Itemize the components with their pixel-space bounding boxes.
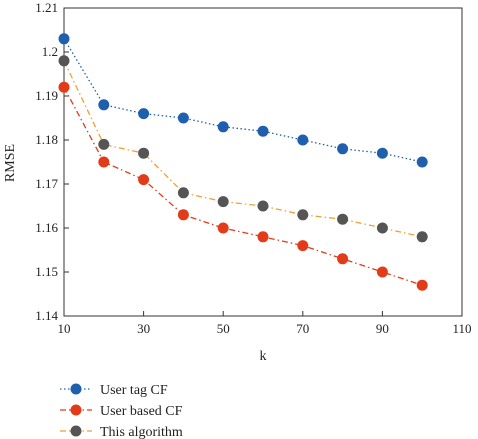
legend-item: User based CF bbox=[60, 404, 183, 419]
data-point bbox=[337, 253, 349, 265]
y-tick-label: 1.15 bbox=[35, 264, 58, 279]
y-tick-label: 1.2 bbox=[42, 44, 58, 59]
data-point bbox=[376, 147, 388, 159]
data-point bbox=[376, 222, 388, 234]
y-tick-label: 1.17 bbox=[35, 176, 58, 191]
x-tick-label: 70 bbox=[296, 321, 309, 336]
y-tick-label: 1.19 bbox=[35, 88, 58, 103]
legend-item: This algorithm bbox=[60, 425, 183, 439]
data-point bbox=[337, 143, 349, 155]
y-tick-label: 1.21 bbox=[35, 0, 58, 15]
y-tick-label: 1.14 bbox=[35, 308, 58, 323]
y-tick-label: 1.18 bbox=[35, 132, 58, 147]
data-point bbox=[177, 112, 189, 124]
data-point bbox=[138, 108, 150, 120]
data-point bbox=[297, 240, 309, 252]
legend-item: User tag CF bbox=[60, 383, 168, 398]
data-point bbox=[177, 187, 189, 199]
data-point bbox=[177, 209, 189, 221]
data-point bbox=[297, 209, 309, 221]
series-1 bbox=[58, 81, 428, 291]
y-axis-label: RMSE bbox=[3, 144, 18, 182]
plot-frame bbox=[63, 7, 463, 317]
data-point bbox=[58, 55, 70, 67]
data-point bbox=[416, 231, 428, 243]
x-axis-ticks: 10 30 50 70 90 110 bbox=[58, 311, 472, 336]
data-point bbox=[257, 231, 269, 243]
series-line bbox=[63, 86, 423, 286]
data-point bbox=[58, 81, 70, 93]
legend-marker bbox=[70, 383, 82, 395]
data-point bbox=[98, 99, 110, 111]
x-tick-label: 50 bbox=[217, 321, 230, 336]
x-tick-label: 30 bbox=[137, 321, 150, 336]
data-point bbox=[376, 266, 388, 278]
legend-marker bbox=[70, 404, 82, 416]
legend-label: This algorithm bbox=[100, 425, 183, 439]
data-point bbox=[217, 121, 229, 133]
data-point bbox=[98, 156, 110, 168]
data-point bbox=[138, 174, 150, 186]
series-0 bbox=[58, 33, 428, 168]
legend: User tag CF User based CF This algorithm bbox=[60, 383, 183, 439]
data-point bbox=[297, 134, 309, 146]
data-point bbox=[257, 125, 269, 137]
data-point bbox=[98, 138, 110, 150]
x-tick-label: 90 bbox=[376, 321, 389, 336]
series-line bbox=[63, 60, 423, 238]
data-point bbox=[138, 147, 150, 159]
data-point bbox=[337, 213, 349, 225]
y-axis-ticks: 1.14 1.15 1.16 1.17 1.18 1.19 1.2 1.21 bbox=[35, 0, 69, 323]
series-layer bbox=[58, 33, 428, 291]
data-point bbox=[257, 200, 269, 212]
legend-label: User tag CF bbox=[100, 383, 168, 398]
data-point bbox=[416, 279, 428, 291]
series-2 bbox=[58, 55, 428, 243]
x-axis-label: k bbox=[260, 349, 267, 364]
data-point bbox=[217, 222, 229, 234]
legend-marker bbox=[70, 425, 82, 437]
plot-area bbox=[63, 7, 463, 317]
y-tick-label: 1.16 bbox=[35, 220, 58, 235]
legend-label: User based CF bbox=[100, 404, 183, 419]
data-point bbox=[217, 196, 229, 208]
x-tick-label: 110 bbox=[452, 321, 471, 336]
series-line bbox=[63, 38, 423, 163]
x-tick-label: 10 bbox=[58, 321, 71, 336]
data-point bbox=[416, 156, 428, 168]
data-point bbox=[58, 33, 70, 45]
